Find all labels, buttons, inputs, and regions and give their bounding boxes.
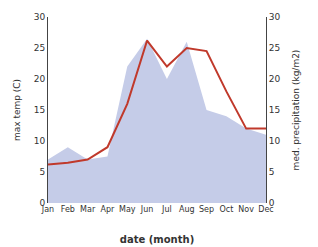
svg-text:date (month): date (month) xyxy=(120,234,194,245)
svg-text:Jan: Jan xyxy=(41,205,54,214)
svg-text:10: 10 xyxy=(269,136,281,146)
svg-text:max temp (C): max temp (C) xyxy=(12,79,22,141)
svg-text:5: 5 xyxy=(39,167,45,177)
svg-text:Mar: Mar xyxy=(80,205,96,214)
svg-text:10: 10 xyxy=(34,136,46,146)
svg-text:5: 5 xyxy=(269,167,275,177)
svg-text:Jun: Jun xyxy=(140,205,154,214)
svg-text:20: 20 xyxy=(34,74,46,84)
svg-text:30: 30 xyxy=(34,12,46,22)
svg-text:Aug: Aug xyxy=(179,205,195,214)
svg-text:Dec: Dec xyxy=(258,205,273,214)
svg-text:Apr: Apr xyxy=(101,205,116,214)
svg-text:25: 25 xyxy=(34,43,45,53)
svg-text:May: May xyxy=(119,205,136,214)
svg-text:15: 15 xyxy=(269,105,280,115)
svg-text:Feb: Feb xyxy=(61,205,75,214)
svg-text:0: 0 xyxy=(269,198,275,208)
svg-text:25: 25 xyxy=(269,43,280,53)
svg-text:Oct: Oct xyxy=(219,205,233,214)
svg-text:20: 20 xyxy=(269,74,281,84)
svg-text:med. precipitation (kg/m2): med. precipitation (kg/m2) xyxy=(291,50,301,171)
svg-text:Sep: Sep xyxy=(199,205,214,214)
svg-text:0: 0 xyxy=(39,198,45,208)
svg-text:15: 15 xyxy=(34,105,45,115)
svg-text:Nov: Nov xyxy=(238,205,254,214)
svg-text:30: 30 xyxy=(269,12,281,22)
svg-text:Jul: Jul xyxy=(161,205,172,214)
